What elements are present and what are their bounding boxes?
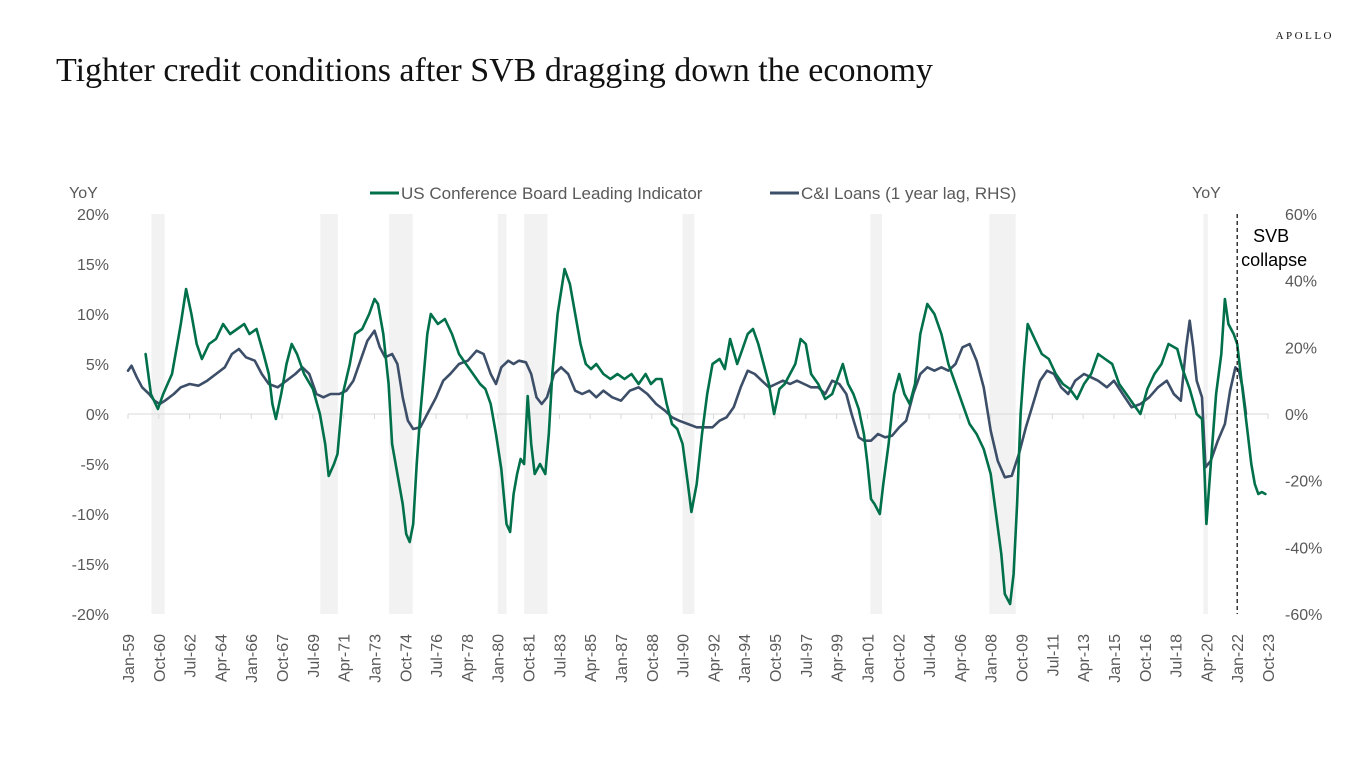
x-tick-label: Jan-08 xyxy=(984,634,1001,683)
x-tick-label: Oct-81 xyxy=(522,634,539,682)
y-left-tick-label: 15% xyxy=(77,257,109,274)
x-tick-label: Oct-09 xyxy=(1015,634,1032,682)
y-left-tick-label: 0% xyxy=(86,407,109,424)
y-left-tick-label: -5% xyxy=(81,457,109,474)
x-tick-label: Jan-15 xyxy=(1107,634,1124,683)
series-line-leading-indicator xyxy=(144,267,1267,606)
x-tick-label: Apr-06 xyxy=(953,634,970,682)
x-tick-label: Apr-13 xyxy=(1076,634,1093,682)
x-tick-label: Oct-23 xyxy=(1261,634,1278,682)
x-tick-label: Jan-87 xyxy=(614,634,631,683)
legend: US Conference Board Leading Indicator C&I… xyxy=(370,184,1016,203)
series-lines xyxy=(126,267,1267,606)
x-tick-label: Oct-67 xyxy=(275,634,292,682)
y-left-tick-label: -15% xyxy=(72,557,109,574)
x-tick-label: Jul-62 xyxy=(183,634,200,678)
x-tick-label: Jul-90 xyxy=(676,634,693,678)
x-tick-label: Jul-69 xyxy=(306,634,323,678)
x-tick-label: Oct-16 xyxy=(1138,634,1155,682)
legend-label-ci-loans: C&I Loans (1 year lag, RHS) xyxy=(801,184,1016,203)
x-tick-label: Jul-76 xyxy=(429,634,446,678)
x-tick-label: Oct-74 xyxy=(398,634,415,682)
brand-logo: APOLLO xyxy=(1275,30,1334,42)
x-tick-label: Jul-11 xyxy=(1045,634,1062,676)
y-right-tick-label: 20% xyxy=(1285,340,1317,357)
x-tick-label: Apr-99 xyxy=(830,634,847,682)
y-right-tick-label: 0% xyxy=(1285,407,1308,424)
y-right-tick-label: -60% xyxy=(1285,607,1322,624)
x-tick-label: Jan-94 xyxy=(737,634,754,683)
x-tick-label: Oct-02 xyxy=(891,634,908,682)
x-tick-label: Jan-59 xyxy=(121,634,138,683)
x-tick-label: Jul-04 xyxy=(922,634,939,678)
x-tick-label: Apr-92 xyxy=(706,634,723,682)
x-tick-label: Oct-60 xyxy=(152,634,169,682)
y-right-axis-label: YoY xyxy=(1192,185,1221,202)
y-right-tick-label: -40% xyxy=(1285,540,1322,557)
y-right-tick-label: -20% xyxy=(1285,474,1322,491)
chart-title: Tighter credit conditions after SVB drag… xyxy=(56,52,933,89)
x-tick-label: Jan-66 xyxy=(244,634,261,683)
series-line-ci-loans xyxy=(126,319,1248,479)
x-tick-label: Jan-80 xyxy=(491,634,508,683)
x-tick-label: Apr-78 xyxy=(460,634,477,682)
x-tick-label: Jul-83 xyxy=(552,634,569,678)
y-left-axis-label: YoY xyxy=(69,185,98,202)
y-left-tick-label: -20% xyxy=(72,607,109,624)
y-right-tick-label: 60% xyxy=(1285,207,1317,224)
x-tick-label: Apr-85 xyxy=(583,634,600,682)
x-tick-label: Apr-20 xyxy=(1199,634,1216,682)
x-tick-label: Apr-71 xyxy=(337,634,354,682)
legend-label-leading-indicator: US Conference Board Leading Indicator xyxy=(401,184,703,203)
x-tick-label: Jan-22 xyxy=(1230,634,1247,683)
axes: Jan-59 Oct-60 Jul-62 Apr-64 Jan-66 Oct-67 Jul-… xyxy=(69,185,1322,683)
x-tick-label: Jul-18 xyxy=(1169,634,1186,678)
x-tick-label: Oct-88 xyxy=(645,634,662,682)
y-left-tick-label: -10% xyxy=(72,507,109,524)
svb-annotation: SVB collapse xyxy=(1236,214,1307,614)
y-right-tick-label: 40% xyxy=(1285,274,1317,291)
x-tick-label: Oct-95 xyxy=(768,634,785,682)
y-left-tick-label: 10% xyxy=(77,307,109,324)
y-left-tick-label: 20% xyxy=(77,207,109,224)
y-left-tick-label: 5% xyxy=(86,357,109,374)
x-tick-label: Jan-73 xyxy=(367,634,384,683)
x-tick-label: Jan-01 xyxy=(860,634,877,683)
x-tick-label: Jul-97 xyxy=(799,634,816,678)
svb-annotation-line1: SVB xyxy=(1253,226,1289,246)
svb-annotation-line2: collapse xyxy=(1241,250,1307,270)
x-tick-label: Apr-64 xyxy=(213,634,230,682)
